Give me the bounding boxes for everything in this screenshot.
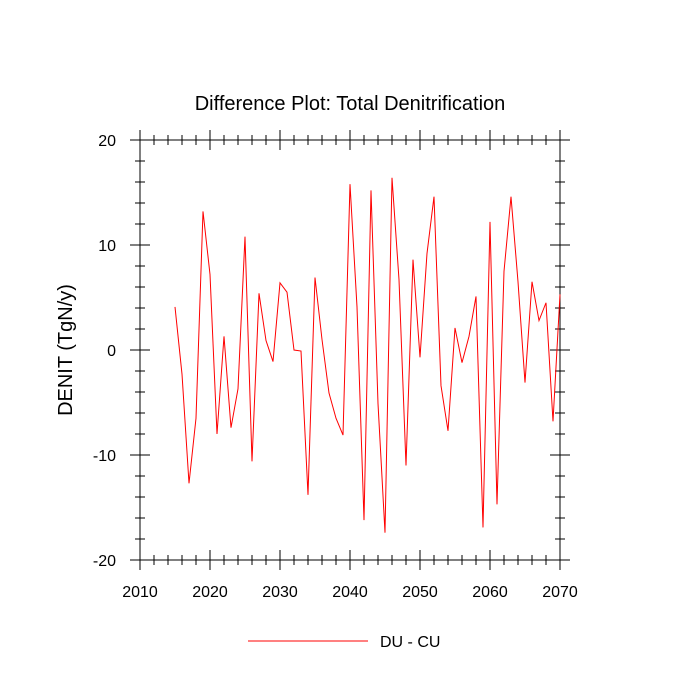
x-tick-label: 2010	[122, 584, 158, 601]
axis-tick-labels: 2010 2020 2030 2040 2050 2060 2070 -20 -10 0 10 20	[93, 133, 578, 601]
y-tick-label: 20	[98, 133, 116, 150]
x-tick-label: 2060	[472, 584, 508, 601]
x-tick-label: 2020	[192, 584, 228, 601]
y-axis-label: DENIT (TgN/y)	[55, 284, 77, 416]
x-tick-label: 2030	[262, 584, 298, 601]
series-group	[174, 177, 561, 533]
x-tick-label: 2040	[332, 584, 368, 601]
y-tick-label: -20	[93, 553, 116, 570]
series-line-du-cu	[174, 177, 561, 533]
x-tick-label: 2070	[542, 584, 578, 601]
legend: DU - CU	[248, 634, 440, 651]
y-tick-label: -10	[93, 448, 116, 465]
chart-title: Difference Plot: Total Denitrification	[195, 93, 506, 115]
y-tick-label: 0	[107, 343, 116, 360]
y-tick-label: 10	[98, 238, 116, 255]
legend-label-du-cu: DU - CU	[380, 634, 440, 651]
axis-ticks	[130, 130, 570, 570]
x-tick-label: 2050	[402, 584, 438, 601]
